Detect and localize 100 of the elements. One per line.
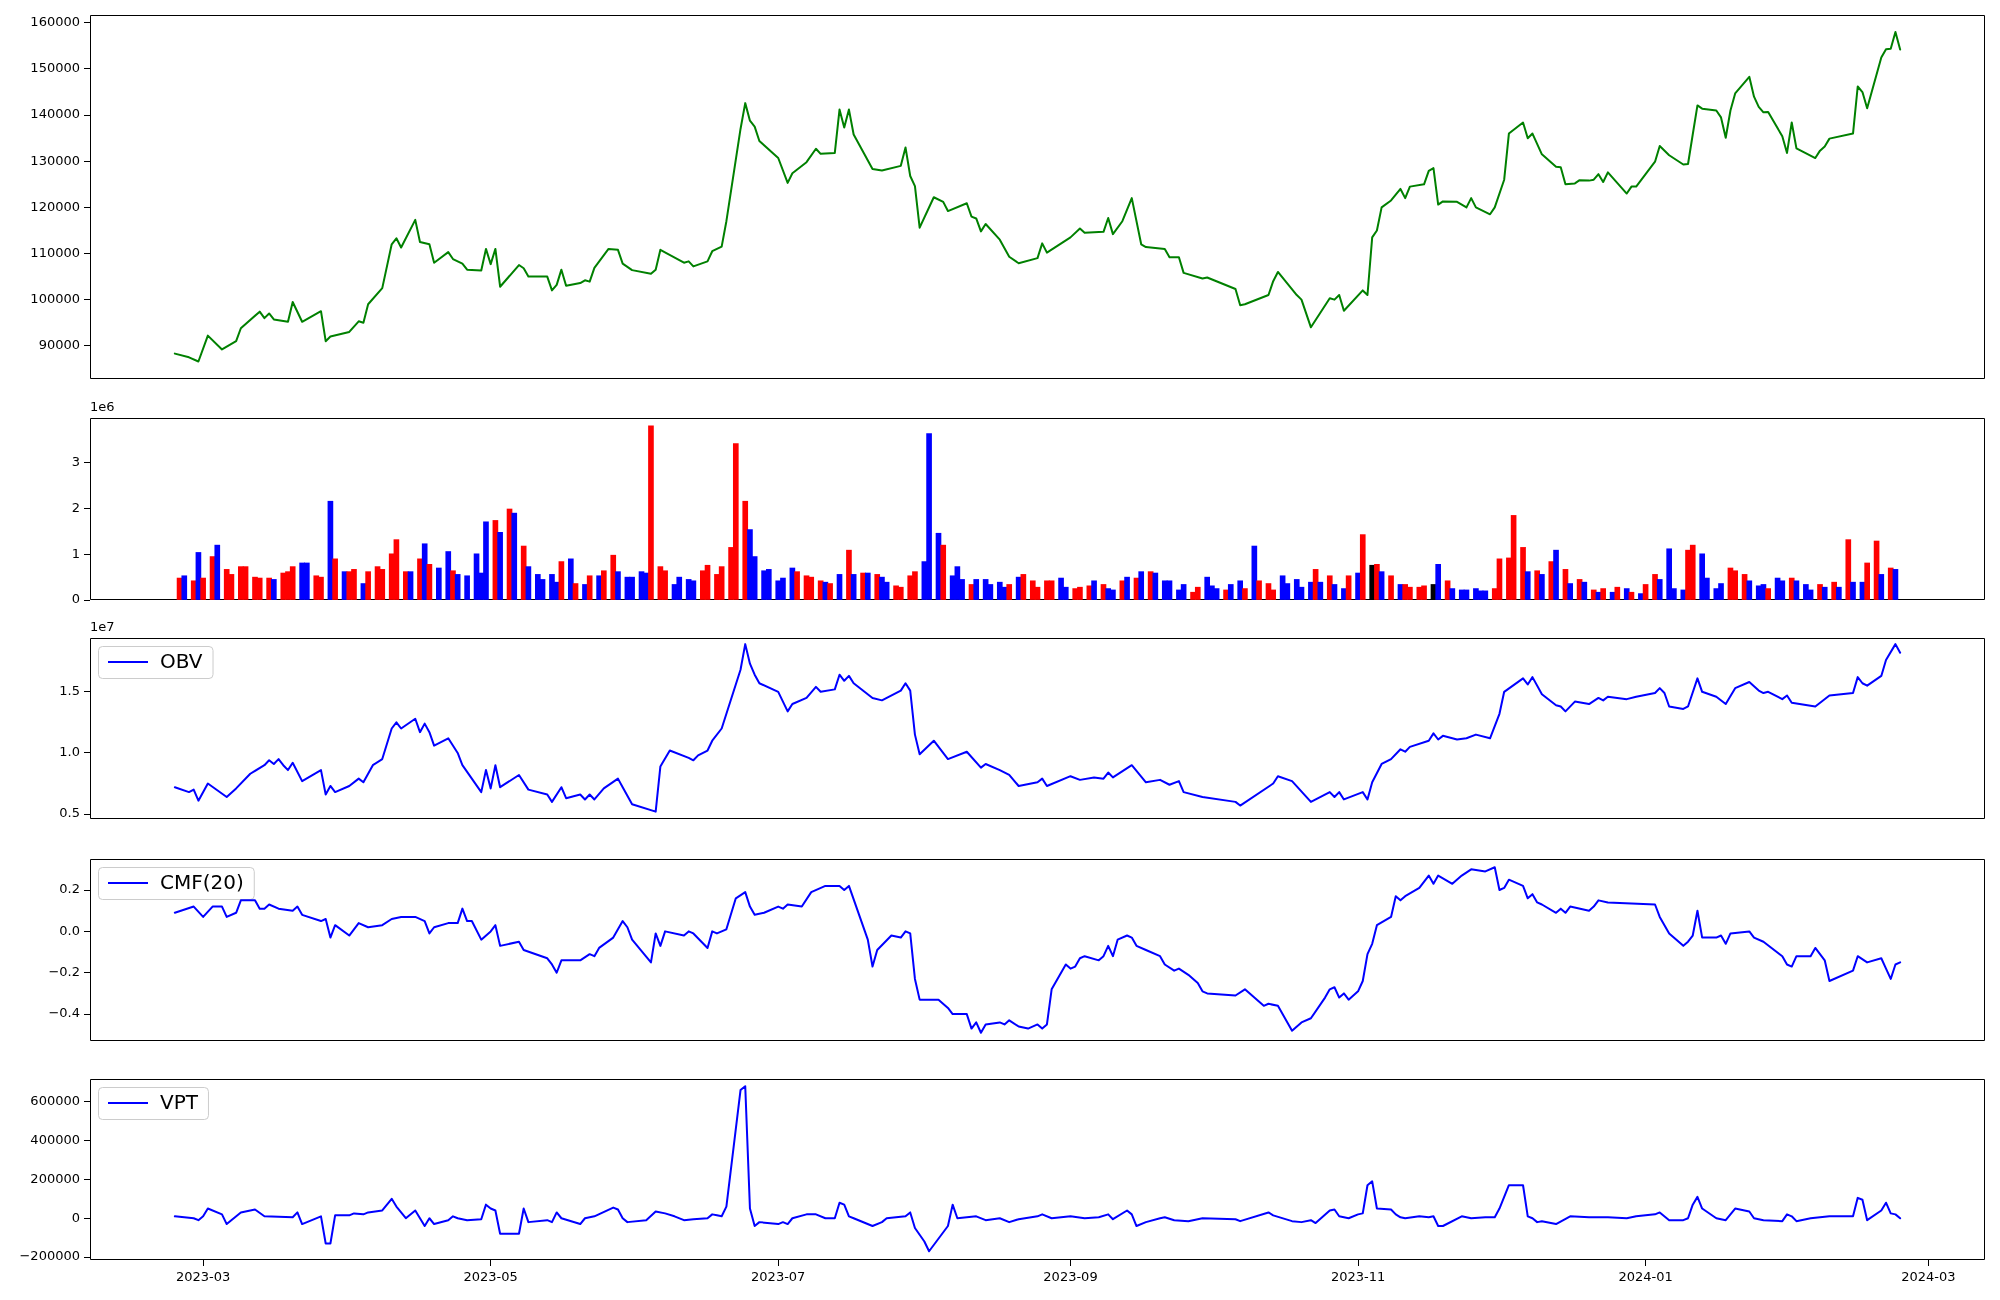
y-tick-label: 0.2 — [59, 881, 80, 897]
bar — [1850, 581, 1856, 600]
bar — [1345, 575, 1352, 600]
bar — [1006, 584, 1013, 600]
bar — [1359, 534, 1366, 600]
bar — [407, 571, 414, 600]
bar — [1821, 586, 1828, 600]
bar — [365, 571, 371, 600]
bar — [808, 576, 815, 600]
y-tick-label: 140000 — [30, 106, 80, 122]
y-tick-label: 2 — [71, 499, 80, 515]
bar — [1642, 584, 1649, 600]
bar — [1435, 564, 1442, 600]
y-tick-label: 0 — [71, 591, 80, 607]
bar — [464, 575, 470, 600]
bar — [289, 566, 296, 600]
x-tick-label: 2023-11 — [1330, 1269, 1386, 1285]
bar — [1279, 575, 1286, 600]
x-tick-label: 2023-05 — [463, 1269, 518, 1285]
bar — [1732, 570, 1738, 600]
bar — [1793, 580, 1800, 600]
bar — [497, 531, 503, 600]
bar — [846, 549, 852, 600]
y-tick-label: 1.0 — [59, 744, 80, 760]
bar — [676, 576, 683, 600]
y-tick-label: 400000 — [30, 1131, 80, 1147]
bar — [1524, 571, 1531, 600]
bar — [1331, 584, 1338, 600]
y-tick-label: 150000 — [30, 60, 80, 76]
bar — [765, 569, 772, 600]
bar — [1138, 571, 1145, 600]
y-tick-label: 0 — [71, 1209, 80, 1225]
bar — [1765, 588, 1771, 600]
x-tick-label: 2023-07 — [751, 1269, 806, 1285]
bar — [662, 570, 668, 600]
bar — [200, 577, 206, 600]
bar — [1091, 580, 1097, 600]
bar — [181, 575, 188, 600]
bar — [1746, 580, 1753, 600]
bar — [1213, 588, 1220, 600]
y-tick-label: 600000 — [30, 1093, 80, 1109]
bar — [586, 575, 593, 600]
bar — [1539, 574, 1545, 600]
bar — [454, 574, 461, 600]
bar — [1388, 575, 1394, 600]
bar — [1180, 584, 1187, 600]
bar — [1689, 544, 1696, 600]
bar — [1449, 588, 1456, 600]
x-tick-label: 2023-09 — [1043, 1269, 1098, 1285]
bar — [332, 558, 338, 600]
bar — [1256, 580, 1262, 600]
bar — [1048, 580, 1055, 600]
text: 1e6 — [90, 398, 115, 414]
bar — [1124, 576, 1130, 600]
bar — [1194, 586, 1201, 600]
bar — [256, 577, 263, 600]
bar — [926, 433, 932, 600]
bar — [864, 572, 871, 600]
bar — [600, 570, 607, 600]
y-tick-label: −200000 — [19, 1248, 80, 1264]
y-tick-label: 3 — [71, 454, 80, 470]
bar — [1656, 579, 1663, 600]
bar — [1864, 562, 1870, 600]
y-tick-label: 160000 — [30, 14, 80, 30]
legend-label: OBV — [160, 649, 203, 674]
x-tick-label: 2023-03 — [175, 1269, 231, 1285]
bar — [1482, 590, 1489, 600]
bar — [1878, 574, 1885, 600]
bar — [1836, 586, 1842, 600]
bar — [1378, 571, 1385, 600]
bar — [1520, 547, 1526, 600]
y-tick-label: 1.5 — [59, 683, 80, 699]
bar — [940, 544, 947, 600]
y-tick-label: −0.2 — [48, 964, 80, 980]
legend-label: VPT — [160, 1090, 199, 1115]
y-tick-label: 110000 — [30, 244, 80, 260]
bar — [567, 558, 574, 600]
bar — [271, 579, 277, 600]
bar — [379, 569, 386, 600]
y-tick-label: 0.5 — [59, 805, 80, 821]
bar — [1845, 539, 1852, 600]
bar — [897, 586, 904, 600]
bar — [794, 571, 800, 600]
y-tick-label: 0.0 — [59, 922, 80, 938]
bar — [214, 544, 221, 600]
text: 1e7 — [90, 618, 115, 634]
bar — [690, 580, 697, 600]
bar — [511, 512, 518, 600]
y-tick-label: 90000 — [38, 337, 80, 353]
bar — [1567, 583, 1573, 600]
y-tick-label: 130000 — [30, 152, 80, 168]
y-tick-label: 1 — [71, 545, 80, 561]
x-tick-label: 2024-01 — [1618, 1269, 1673, 1285]
bar — [572, 583, 579, 600]
bar — [1581, 581, 1588, 600]
bar — [1166, 580, 1173, 600]
bar — [436, 567, 442, 600]
bar — [1553, 549, 1559, 600]
bar — [827, 583, 833, 600]
bar — [1600, 588, 1606, 600]
